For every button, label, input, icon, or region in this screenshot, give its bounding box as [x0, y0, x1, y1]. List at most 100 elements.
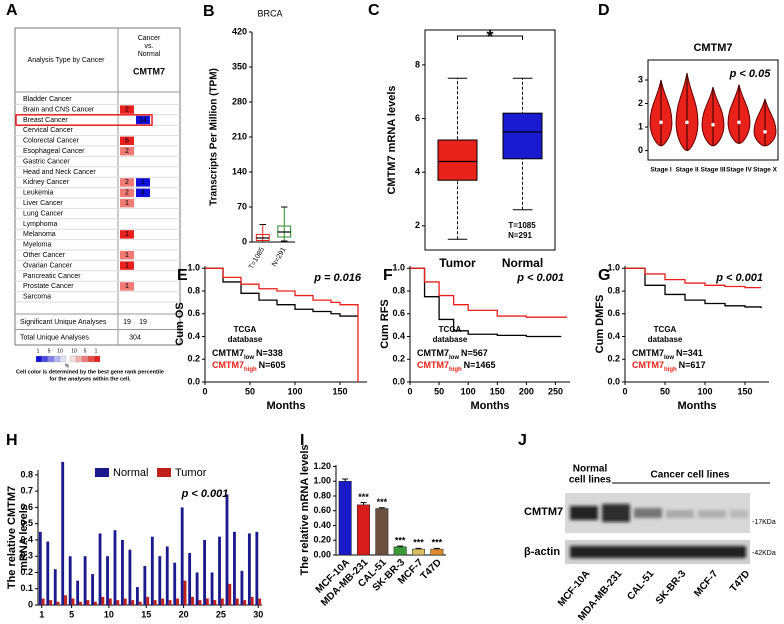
median-dot	[763, 129, 767, 134]
bar	[198, 600, 202, 605]
y-tick-label: 6	[415, 113, 420, 123]
summary-value: 19	[139, 319, 147, 326]
x-tick-label: 25	[216, 609, 226, 619]
y-tick-label: 0.80	[313, 490, 331, 500]
legend-name: CMTM7	[632, 348, 664, 358]
x-tick-label: 5	[69, 609, 74, 619]
legend-name: CMTM7	[417, 360, 449, 370]
y-tick-label: 0.6	[20, 502, 33, 512]
y-axis-label: The relative CMTM7	[6, 486, 18, 589]
legend-entry: CMTM7low N=567	[417, 348, 488, 360]
rank-count: 1	[125, 262, 129, 269]
x-tick-label: 1	[39, 609, 44, 619]
legend-n: N=1465	[464, 360, 496, 370]
bar	[76, 580, 80, 605]
plot-frame	[647, 59, 779, 161]
x-tick-label: 20	[179, 609, 189, 619]
bar	[357, 504, 370, 556]
annotation: p < 0.05	[729, 68, 772, 80]
bar	[158, 556, 162, 605]
band	[570, 546, 746, 558]
summary-label: Total Unique Analyses	[20, 334, 89, 341]
legend-n: N=341	[676, 348, 703, 358]
legend-swatch	[53, 355, 61, 363]
legend-swatch	[75, 355, 83, 363]
bar	[49, 600, 53, 605]
bar	[108, 598, 112, 605]
y-tick-label: 0.0	[607, 376, 620, 386]
bar	[165, 546, 169, 605]
bar	[240, 570, 244, 605]
bar	[113, 530, 117, 605]
survival-curve	[410, 267, 562, 338]
cancer-type: Kidney Cancer	[23, 179, 70, 186]
cancer-type: Breast Cancer	[23, 117, 68, 124]
y-tick-label: 0.20	[313, 535, 331, 545]
rank-cell	[120, 178, 134, 187]
summary-label: Significant Unique Analyses	[20, 319, 107, 326]
y-tick-label: 0.60	[313, 505, 331, 515]
bar	[195, 572, 199, 605]
y-tick-label: 0.3	[20, 551, 33, 561]
bar	[68, 556, 72, 605]
y-tick-label: 0.4	[607, 331, 620, 341]
x-tick-label: 0	[407, 386, 412, 396]
bar	[135, 587, 139, 605]
bar	[41, 598, 45, 605]
panel-letter: A	[6, 2, 18, 19]
annotation: p < 0.001	[181, 488, 229, 500]
legend-name: CMTM7	[632, 360, 664, 370]
panel-letter: E	[177, 267, 188, 284]
bar	[143, 565, 147, 605]
legend-tick: 10	[71, 348, 77, 354]
y-tick-label: 0.7	[20, 486, 33, 496]
error-bar	[360, 502, 367, 505]
rank-count: 1	[125, 231, 129, 238]
legend-name: CMTM7	[212, 360, 244, 370]
annotation: *	[486, 27, 493, 47]
bar	[225, 494, 229, 605]
y-tick-label: 0.2	[20, 567, 33, 577]
cancer-type: Cervical Cancer	[23, 127, 73, 134]
y-axis-label: mRNA levels	[18, 504, 30, 571]
bar	[83, 556, 87, 605]
note: TCGA	[439, 325, 462, 334]
bar	[146, 596, 150, 605]
band	[634, 508, 662, 518]
bar	[153, 600, 157, 605]
band	[730, 510, 748, 518]
y-tick-label: 2	[638, 98, 643, 108]
legend-swatch	[81, 355, 89, 363]
cancer-type: Sarcoma	[23, 294, 51, 301]
bar	[235, 598, 239, 605]
bar	[56, 601, 60, 605]
bar	[101, 596, 105, 605]
legend-swatch	[95, 468, 109, 477]
x-tick-label: 15	[141, 609, 151, 619]
survival-curve	[625, 267, 761, 289]
rank-count: 6	[125, 138, 129, 145]
y-axis-label: Cum DMFS	[594, 295, 606, 354]
y-tick-label: 0.1	[20, 583, 33, 593]
y-tick-label: 0	[28, 599, 33, 609]
group-label: Normal	[573, 464, 608, 475]
y-tick-label: 0.8	[187, 285, 200, 295]
box	[502, 112, 543, 160]
band	[602, 504, 630, 522]
bar	[53, 569, 57, 605]
rank-cell	[136, 178, 150, 187]
legend-n: N=617	[679, 360, 706, 370]
bar	[94, 601, 97, 605]
y-tick-label: 0	[242, 236, 247, 246]
y-tick-label: 0.4	[187, 331, 200, 341]
bar	[116, 600, 120, 605]
rank-count: 2	[125, 190, 129, 197]
legend-tick: 10	[57, 348, 63, 354]
bar	[128, 549, 132, 605]
annotation: p < 0.001	[715, 272, 763, 284]
bar	[191, 596, 194, 605]
y-tick-label: 4	[415, 167, 420, 177]
panel-letter: F	[383, 267, 393, 284]
